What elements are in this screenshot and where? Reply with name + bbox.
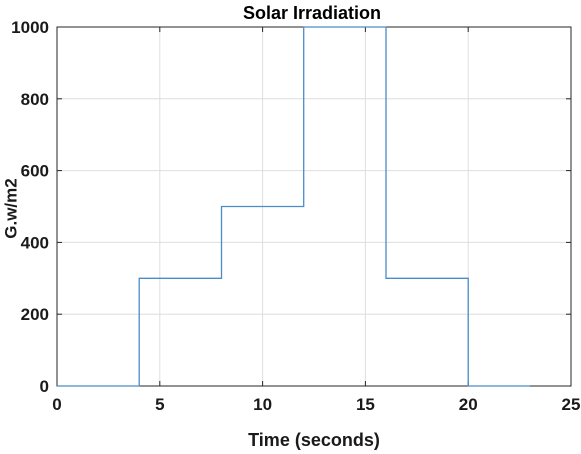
y-tick-labels: 0 200 400 600 800 1000 bbox=[11, 18, 49, 396]
y-tick-label: 0 bbox=[40, 377, 49, 396]
x-tick-label: 10 bbox=[253, 395, 272, 414]
grid-lines bbox=[57, 27, 571, 386]
y-tick-label: 800 bbox=[21, 90, 49, 109]
tick-marks bbox=[56, 26, 572, 387]
series-lines bbox=[57, 26, 530, 387]
chart-title: Solar Irradiation bbox=[243, 3, 381, 23]
x-tick-labels: 0 5 10 15 20 25 bbox=[52, 395, 580, 414]
x-tick-label: 0 bbox=[52, 395, 61, 414]
series-line bbox=[57, 26, 530, 387]
y-axis-label: G.w/m2 bbox=[1, 178, 20, 238]
x-tick-label: 5 bbox=[155, 395, 164, 414]
y-tick-label: 200 bbox=[21, 305, 49, 324]
plot-area-frame bbox=[56, 26, 572, 387]
x-tick-label: 15 bbox=[356, 395, 375, 414]
x-tick-label: 20 bbox=[459, 395, 478, 414]
y-tick-label: 600 bbox=[21, 162, 49, 181]
y-tick-label: 1000 bbox=[11, 18, 49, 37]
x-tick-label: 25 bbox=[562, 395, 581, 414]
y-tick-label: 400 bbox=[21, 233, 49, 252]
x-axis-label: Time (seconds) bbox=[248, 430, 380, 450]
